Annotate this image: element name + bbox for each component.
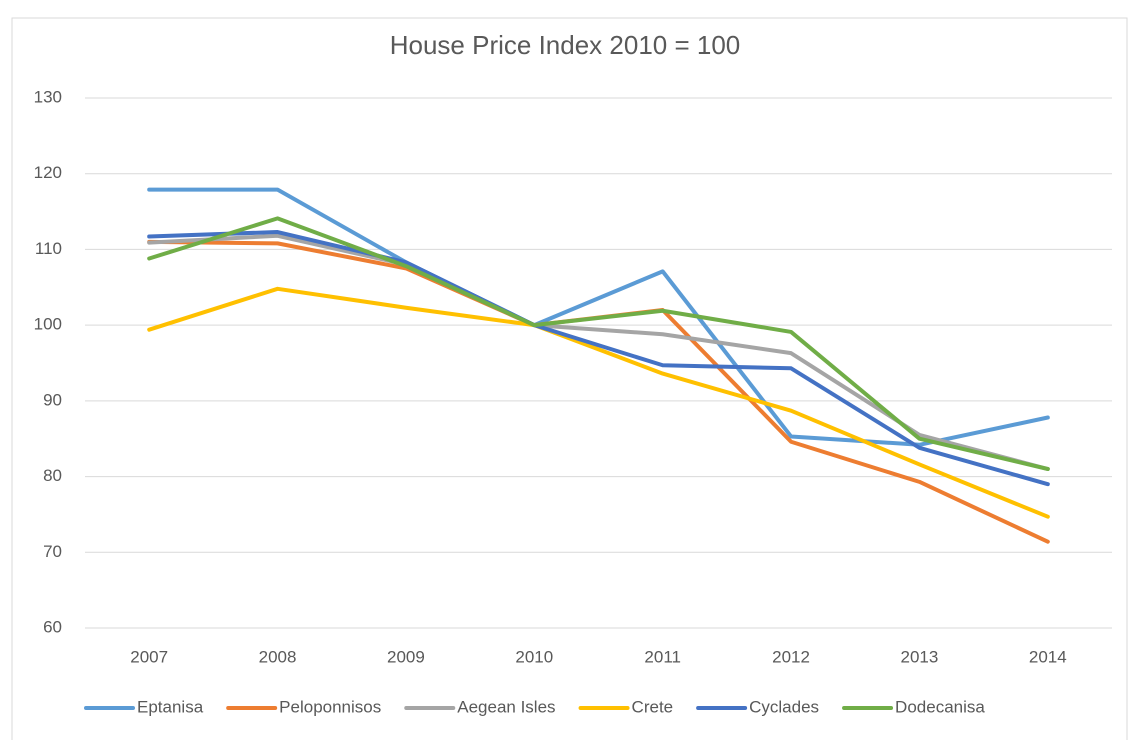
y-tick-label: 120	[34, 163, 62, 182]
legend-label: Crete	[632, 697, 674, 716]
y-tick-label: 100	[34, 315, 62, 334]
x-tick-label: 2008	[259, 647, 297, 666]
series-line	[147, 187, 1050, 447]
legend-label: Eptanisa	[137, 697, 204, 716]
legend-label: Dodecanisa	[895, 697, 985, 716]
y-tick-label: 90	[43, 390, 62, 409]
x-tick-label: 2011	[644, 647, 681, 666]
y-tick-label: 60	[43, 617, 62, 636]
series-line	[147, 286, 1050, 519]
x-tick-label: 2013	[901, 647, 939, 666]
chart-title: House Price Index 2010 = 100	[390, 30, 741, 60]
y-tick-label: 70	[43, 542, 62, 561]
x-tick-label: 2014	[1029, 647, 1067, 666]
series-line	[147, 230, 1050, 487]
chart-frame	[11, 17, 1128, 740]
y-tick-label: 80	[43, 466, 62, 485]
y-tick-label: 130	[34, 87, 62, 106]
x-tick-label: 2009	[387, 647, 425, 666]
series-line	[147, 216, 1050, 471]
legend-label: Cyclades	[749, 697, 819, 716]
y-tick-label: 110	[35, 239, 62, 258]
legend-label: Peloponnisos	[279, 697, 381, 716]
legend-label: Aegean Isles	[457, 697, 555, 716]
x-tick-label: 2012	[772, 647, 810, 666]
x-tick-label: 2007	[130, 647, 168, 666]
x-tick-label: 2010	[515, 647, 553, 666]
